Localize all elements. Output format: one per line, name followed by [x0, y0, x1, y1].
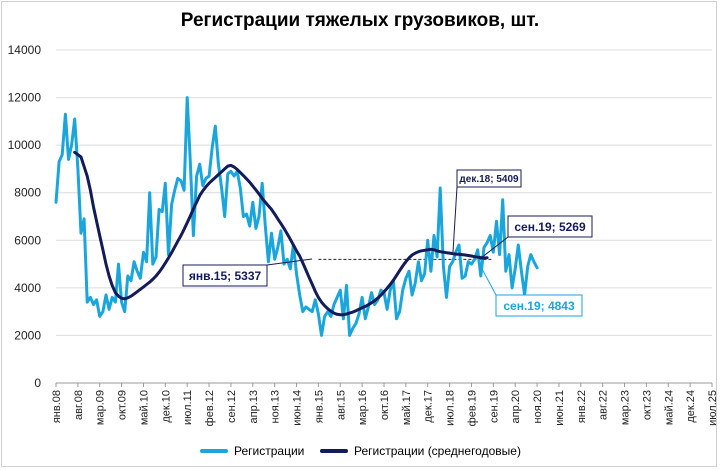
x-tick-label: ноя.20 [532, 390, 544, 423]
annotation-leader [452, 186, 458, 253]
annotation-box [507, 215, 593, 238]
y-tick-label: 6000 [14, 233, 41, 247]
annotation-callout: янв.15; 5337 [182, 258, 313, 287]
x-tick-label: окт.09 [117, 390, 129, 420]
y-tick-label: 2000 [14, 328, 41, 342]
x-tick-label: янв.15 [313, 390, 325, 423]
x-tick-label: сен.12 [226, 390, 238, 423]
annotation-label: дек.18; 5409 [459, 174, 519, 185]
x-tick-label: янв.08 [51, 390, 63, 423]
legend-label-registrations: Регистрации [234, 444, 305, 458]
annotation-leader [266, 258, 313, 266]
x-tick-label: мар.09 [95, 390, 107, 425]
x-tick-label: июн.14 [292, 390, 304, 426]
legend-swatch-average [320, 449, 348, 453]
x-tick-label: июн.21 [554, 390, 566, 426]
x-tick-label: авг.22 [598, 390, 610, 420]
annotation-callout: дек.18; 5409 [452, 169, 522, 253]
x-tick-label: дек.17 [423, 390, 435, 423]
x-tick-label: апр.20 [510, 390, 522, 423]
legend-swatch-registrations [200, 449, 228, 453]
y-tick-label: 12000 [8, 91, 42, 105]
legend-item-registrations: Регистрации [200, 444, 304, 458]
annotation-label: сен.19; 4843 [503, 299, 575, 313]
x-tick-label: апр.13 [248, 390, 260, 423]
x-tick-label: окт.16 [379, 390, 391, 420]
x-tick-label: июл.25 [707, 390, 719, 426]
annotation-label: сен.19; 5269 [514, 220, 586, 234]
annotation-leader [480, 266, 497, 296]
legend-label-average: Регистрации (среднегодовые) [354, 444, 521, 458]
annotation-callout: сен.19; 4843 [480, 266, 583, 317]
x-tick-label: май.17 [401, 390, 413, 425]
x-tick-label: авг.15 [335, 390, 347, 420]
y-tick-label: 4000 [14, 281, 41, 295]
y-tick-label: 0 [34, 376, 41, 390]
chart-title: Регистрации тяжелых грузовиков, шт. [180, 10, 540, 31]
x-tick-label: авг.08 [73, 390, 85, 420]
x-tick-label: сен.19 [488, 390, 500, 423]
annotation-box [182, 264, 268, 287]
x-tick-label: июл.11 [182, 390, 194, 425]
x-tick-label: дек.10 [160, 390, 172, 423]
annotation-box [495, 294, 583, 317]
x-tick-label: дек.24 [685, 390, 697, 423]
annotation-box [456, 169, 522, 188]
series-line-average [73, 150, 489, 317]
x-tick-label: мар.16 [357, 390, 369, 425]
x-tick-label: июл.18 [445, 390, 457, 426]
y-tick-label: 14000 [8, 43, 42, 57]
x-tick-label: фев.12 [204, 390, 216, 426]
annotation-callout: сен.19; 5269 [480, 215, 593, 259]
x-tick-label: окт.23 [641, 390, 653, 420]
series-line-registrations [54, 96, 539, 337]
x-tick-label: фев.19 [466, 390, 478, 426]
legend-item-average: Регистрации (среднегодовые) [320, 444, 521, 458]
x-tick-label: май.24 [663, 390, 675, 425]
annotation-label: янв.15; 5337 [189, 269, 262, 283]
x-tick-label: мар.23 [620, 390, 632, 425]
x-tick-label: май.10 [138, 390, 150, 425]
x-tick-label: ноя.13 [270, 390, 282, 423]
y-tick-label: 10000 [8, 138, 42, 152]
annotation-leader [480, 236, 509, 259]
x-tick-label: янв.22 [576, 390, 588, 423]
y-tick-label: 8000 [14, 186, 41, 200]
